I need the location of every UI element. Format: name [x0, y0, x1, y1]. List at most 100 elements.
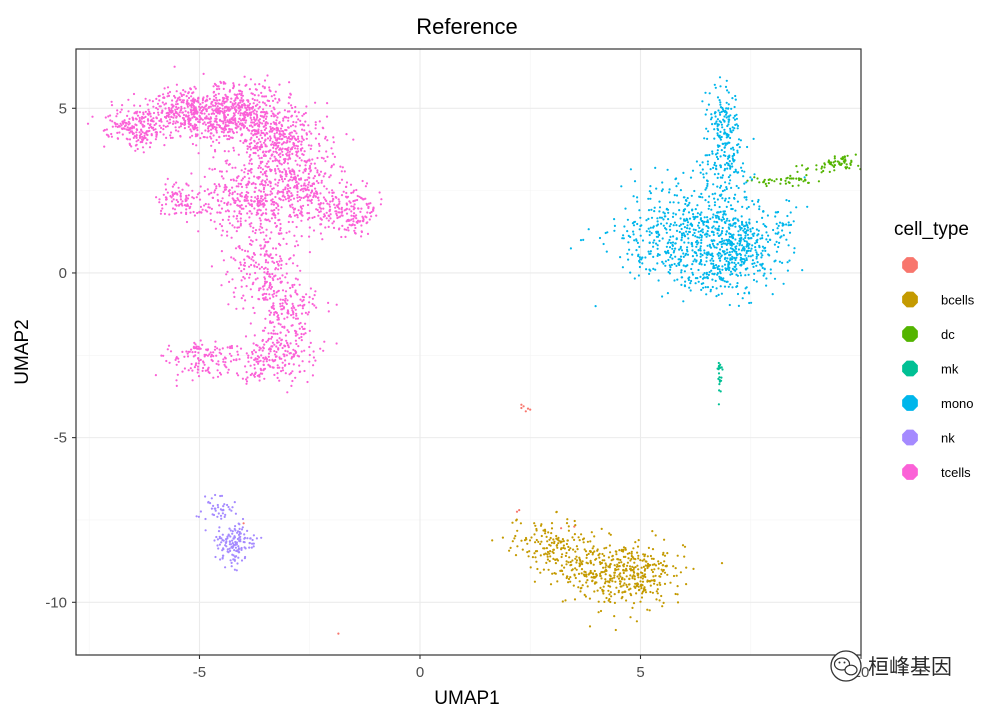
point	[301, 147, 304, 150]
point	[254, 104, 257, 107]
point	[252, 226, 255, 229]
point	[261, 293, 264, 296]
point	[187, 102, 190, 105]
point	[262, 184, 265, 187]
point	[623, 563, 626, 566]
point	[716, 118, 720, 121]
point	[717, 365, 721, 368]
point	[236, 562, 239, 565]
point	[555, 510, 558, 514]
point	[706, 137, 709, 140]
point	[214, 101, 217, 104]
point	[86, 122, 90, 125]
point	[622, 565, 625, 568]
point	[252, 110, 255, 113]
point	[716, 232, 719, 235]
point	[203, 112, 206, 115]
point	[678, 224, 681, 228]
point	[265, 127, 268, 130]
point	[261, 329, 265, 332]
point	[599, 574, 602, 578]
point	[728, 182, 731, 185]
point	[588, 597, 592, 600]
point	[222, 505, 225, 508]
point	[273, 213, 276, 216]
point	[686, 246, 689, 249]
point	[713, 201, 717, 204]
point	[265, 111, 268, 114]
point	[251, 230, 254, 233]
point	[352, 220, 355, 223]
point	[295, 240, 298, 243]
point	[290, 192, 293, 195]
point	[658, 575, 661, 578]
point	[581, 560, 584, 563]
point	[649, 554, 653, 558]
point	[269, 237, 272, 240]
point	[730, 107, 733, 110]
point	[233, 93, 236, 96]
point	[744, 254, 747, 257]
point	[661, 605, 664, 608]
point	[691, 234, 695, 237]
point	[684, 280, 687, 283]
point	[253, 140, 256, 143]
point	[297, 137, 300, 140]
point	[197, 230, 200, 233]
point	[713, 128, 716, 131]
point	[668, 225, 671, 228]
point	[196, 133, 199, 136]
point	[128, 122, 131, 125]
point	[745, 181, 748, 184]
point	[714, 153, 718, 156]
point	[246, 212, 249, 215]
point	[631, 575, 634, 578]
point	[605, 250, 608, 253]
point	[218, 125, 221, 129]
point	[293, 234, 296, 237]
point	[252, 151, 255, 155]
point	[665, 228, 668, 231]
point	[614, 569, 617, 572]
point	[146, 118, 150, 121]
point	[253, 253, 256, 256]
point	[140, 129, 143, 132]
point	[218, 119, 222, 122]
point	[751, 227, 754, 230]
point	[294, 178, 297, 182]
point	[589, 540, 592, 543]
point	[731, 255, 734, 258]
point	[224, 93, 227, 96]
point	[757, 229, 760, 232]
point	[540, 523, 543, 526]
point	[198, 108, 201, 111]
point	[652, 579, 655, 582]
point	[679, 255, 683, 258]
point	[690, 194, 693, 197]
point	[774, 215, 777, 218]
point	[182, 101, 185, 104]
point	[599, 586, 602, 590]
point	[822, 169, 825, 173]
point	[718, 144, 721, 147]
point	[290, 104, 293, 107]
point	[152, 111, 156, 115]
point	[539, 554, 542, 557]
point	[683, 545, 687, 548]
point	[718, 99, 721, 102]
point	[598, 561, 602, 564]
point	[246, 182, 249, 185]
point	[683, 555, 686, 558]
point	[637, 253, 640, 256]
point	[274, 353, 277, 356]
point	[549, 555, 552, 558]
point	[130, 130, 133, 133]
point	[185, 220, 189, 224]
point	[260, 182, 263, 185]
point	[699, 164, 702, 167]
point	[708, 195, 711, 198]
point	[646, 608, 649, 611]
point	[698, 236, 701, 239]
point	[670, 253, 673, 257]
point	[314, 187, 317, 190]
